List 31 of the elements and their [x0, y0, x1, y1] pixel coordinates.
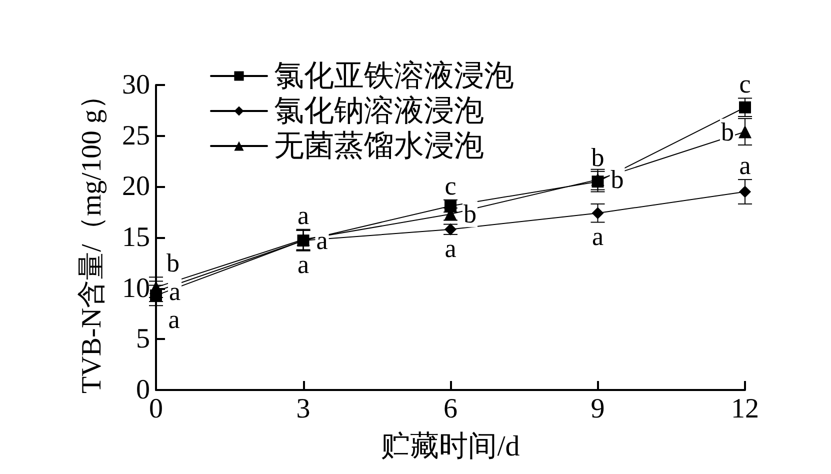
y-axis-title: TVB-N含量/（mg/100 g） [76, 82, 108, 394]
x-tick-label: 3 [296, 394, 310, 424]
annotation: a [739, 151, 752, 180]
annotation: b [166, 248, 180, 278]
y-tick-label: 0 [136, 374, 150, 406]
y-tick-label: 15 [122, 222, 150, 253]
annotation: b [591, 142, 604, 172]
annotation: b [610, 165, 624, 194]
x-tick-label: 9 [590, 394, 605, 424]
legend-label: 无菌蒸馏水浸泡 [274, 130, 484, 162]
legend-label: 氯化钠溶液浸泡 [274, 94, 484, 128]
annotation: c [739, 70, 751, 99]
annotation: b [464, 200, 476, 229]
annotation: a [592, 222, 604, 251]
annotation: a [444, 234, 457, 263]
y-tick-label: 30 [122, 70, 150, 100]
annotation: a [169, 276, 181, 306]
y-tick-label: 10 [122, 272, 150, 304]
annotation: a [297, 200, 310, 230]
y-tick-label: 20 [122, 171, 150, 202]
x-tick-label: 6 [444, 394, 458, 424]
annotation: c [444, 171, 456, 200]
annotation: a [168, 305, 180, 334]
annotation: b [721, 117, 734, 146]
x-tick-label: 12 [731, 394, 759, 424]
annotation: a [297, 250, 310, 280]
y-tick-label: 25 [122, 120, 150, 152]
y-tick-label: 5 [136, 324, 150, 355]
annotation: a [316, 226, 328, 256]
legend-label: 氯化亚铁溶液浸泡 [274, 60, 514, 92]
x-axis-title: 贮藏时间/d [381, 430, 520, 462]
